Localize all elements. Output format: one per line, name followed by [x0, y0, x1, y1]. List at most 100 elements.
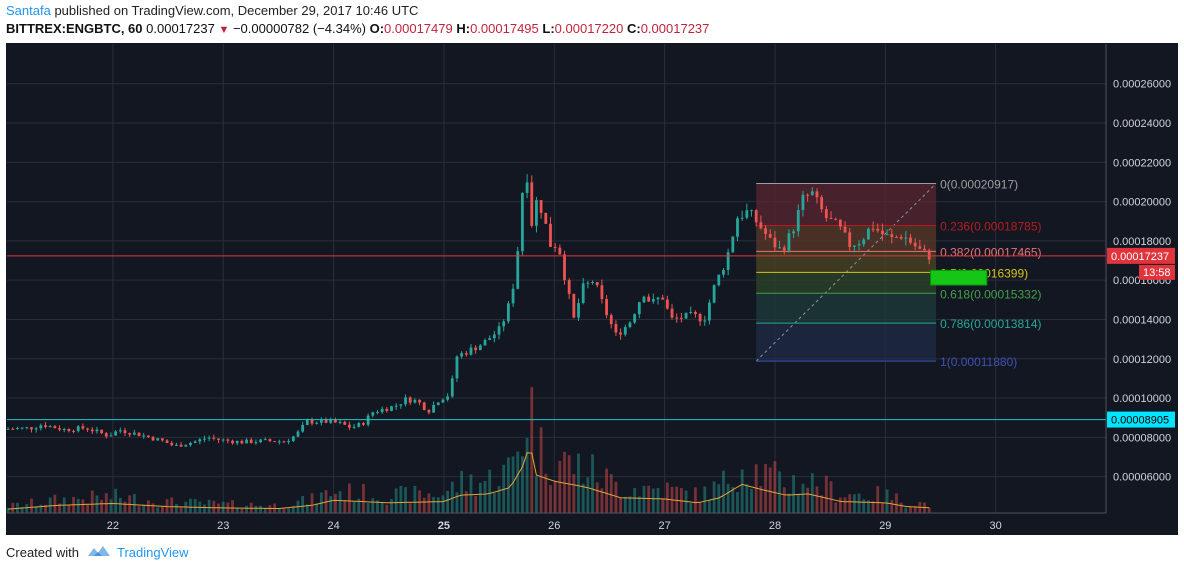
volume-bar [483, 480, 487, 513]
volume-bar [665, 482, 669, 513]
volume-bar [731, 487, 735, 513]
candle-body [160, 438, 164, 441]
candle-body [315, 422, 319, 424]
candle-body [72, 430, 75, 432]
volume-bar [90, 490, 94, 513]
candle-body [170, 443, 174, 446]
low-label: L: [542, 21, 555, 36]
candle-body [231, 440, 234, 444]
volume-bar [301, 496, 305, 513]
volume-bar [726, 483, 730, 513]
candle-body [114, 431, 118, 436]
chart-svg[interactable]: 0(0.00020917) 0.236(0.00018785) 0.382(0.00… [6, 43, 1178, 535]
volume-bar [179, 507, 183, 513]
volume-bar [792, 475, 796, 513]
volume-bar [235, 507, 239, 513]
volume-bar [376, 500, 379, 513]
volume-bar [151, 503, 155, 513]
candle-body [380, 408, 384, 413]
candle-body [390, 406, 393, 411]
candle-body [483, 340, 487, 346]
candle-body [324, 419, 328, 423]
candle-body [343, 421, 347, 425]
candle-body [217, 438, 220, 440]
candle-body [867, 228, 870, 240]
candle-body [212, 437, 216, 439]
fib-band [756, 293, 937, 324]
candle-body [310, 420, 314, 424]
candle-body [511, 288, 515, 304]
volume-bar [212, 500, 216, 513]
fib-level-label: 0.382(0.00017465) [940, 245, 1041, 259]
volume-bar [469, 474, 473, 513]
volume-bar [656, 488, 660, 513]
volume-bar [852, 494, 856, 513]
volume-bar [722, 470, 725, 513]
created-with-text: Created with [6, 545, 79, 560]
volume-bar [231, 500, 234, 513]
price-chart[interactable]: 0(0.00020917) 0.236(0.00018785) 0.382(0.00… [6, 43, 1178, 535]
candle-body [665, 299, 669, 309]
candle-body [768, 233, 772, 238]
candle-body [525, 182, 529, 193]
candle-body [539, 200, 543, 213]
candle-body [745, 210, 749, 218]
volume-bar [581, 483, 585, 513]
candle-body [478, 345, 482, 351]
volume-bar [422, 497, 426, 513]
candle-body [175, 444, 178, 446]
tradingview-logo-icon[interactable] [87, 544, 111, 561]
volume-bar [86, 504, 89, 513]
candle-body [923, 248, 926, 251]
candle-body [820, 197, 824, 210]
candle-body [815, 191, 819, 198]
candle-body [296, 431, 300, 437]
volume-bar [460, 470, 464, 513]
volume-bar [754, 464, 758, 513]
volume-bar [123, 501, 127, 513]
volume-bar [521, 456, 524, 513]
publish-info: Santafa published on TradingView.com, De… [6, 3, 418, 18]
candle-body [287, 440, 291, 442]
volume-bar [628, 496, 632, 513]
candle-body [647, 296, 651, 302]
candle-body [427, 409, 431, 413]
volume-bar [371, 498, 375, 513]
candle-body [890, 234, 894, 237]
volume-bar [240, 508, 244, 513]
volume-bar [104, 493, 108, 513]
y-tick-label: 0.00026000 [1113, 79, 1171, 91]
volume-bar [348, 483, 351, 513]
volume-bar [623, 496, 627, 513]
author-link[interactable]: Santafa [6, 3, 51, 18]
candle-body [128, 433, 132, 435]
y-tick-label: 0.00012000 [1113, 354, 1171, 366]
volume-bar [759, 486, 763, 513]
volume-bar [217, 503, 220, 513]
candle-body [736, 218, 739, 237]
candle-body [717, 274, 721, 286]
tradingview-link[interactable]: TradingView [116, 545, 189, 560]
candle-body [34, 428, 38, 430]
candle-body [871, 228, 875, 230]
candle-body [109, 435, 113, 437]
volume-bar [511, 456, 515, 513]
candle-body [245, 439, 248, 444]
candle-body [132, 432, 136, 435]
candle-body [656, 297, 660, 300]
candle-body [698, 313, 702, 322]
x-tick-label: 23 [217, 520, 229, 532]
candle-body [619, 332, 623, 335]
candle-body [521, 192, 524, 252]
fib-level-label: 0.618(0.00015332) [940, 287, 1041, 301]
x-tick-label: 28 [769, 520, 781, 532]
candle-body [418, 399, 421, 403]
fib-level-label: 0(0.00020917) [940, 178, 1018, 192]
volume-bar [39, 504, 43, 513]
candle-body [675, 317, 679, 319]
candle-body [876, 228, 880, 231]
candle-body [927, 250, 931, 260]
target-box [930, 269, 988, 286]
volume-bar [703, 486, 707, 513]
volume-bar [834, 502, 838, 513]
